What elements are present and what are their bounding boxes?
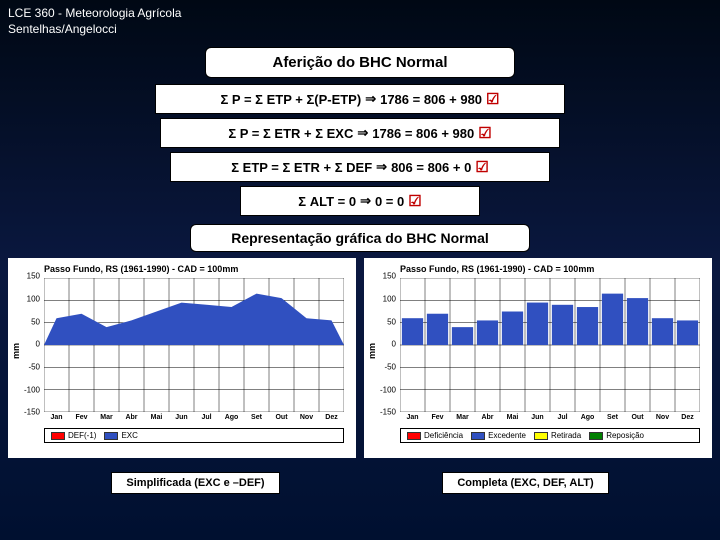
header-line2: Sentelhas/Angelocci bbox=[8, 22, 712, 38]
legend-swatch bbox=[51, 432, 65, 440]
formula-lhs: Σ P = Σ ETR + Σ EXC bbox=[228, 126, 353, 141]
formula-row-3: Σ ALT = 0 ⇒ 0 = 0 ☑ bbox=[240, 186, 480, 216]
legend-item: Retirada bbox=[534, 431, 581, 440]
header: LCE 360 - Meteorologia Agrícola Sentelha… bbox=[0, 0, 720, 43]
chart-left-area: mm-150-100-50050100150JanFevMarAbrMaiJun… bbox=[14, 276, 350, 426]
plot-area bbox=[44, 278, 344, 412]
formula-rhs: 806 = 806 + 0 bbox=[391, 160, 471, 175]
formula-rhs: 1786 = 806 + 980 bbox=[380, 92, 482, 107]
arrow-icon: ⇒ bbox=[376, 159, 387, 175]
bar-1 bbox=[427, 314, 448, 345]
legend-item: EXC bbox=[104, 431, 137, 440]
legend-swatch bbox=[104, 432, 118, 440]
formula-row-0: Σ P = Σ ETP + Σ(P-ETP) ⇒ 1786 = 806 + 98… bbox=[155, 84, 565, 114]
arrow-icon: ⇒ bbox=[360, 193, 371, 209]
plot-area bbox=[400, 278, 700, 412]
bar-0 bbox=[402, 318, 423, 345]
check-icon: ☑ bbox=[475, 158, 488, 176]
legend-swatch bbox=[407, 432, 421, 440]
subtitle: Representação gráfica do BHC Normal bbox=[190, 224, 530, 252]
bar-7 bbox=[577, 307, 598, 345]
chart-right-area: mm-150-100-50050100150JanFevMarAbrMaiJun… bbox=[370, 276, 706, 426]
y-ticks: -150-100-50050100150 bbox=[370, 276, 398, 412]
bar-4 bbox=[502, 312, 523, 346]
legend-swatch bbox=[534, 432, 548, 440]
bottom-label-right: Completa (EXC, DEF, ALT) bbox=[442, 472, 608, 494]
x-axis: JanFevMarAbrMaiJunJulAgoSetOutNovDez bbox=[44, 414, 344, 426]
chart-right-title: Passo Fundo, RS (1961-1990) - CAD = 100m… bbox=[370, 262, 706, 276]
check-icon: ☑ bbox=[478, 124, 491, 142]
bottom-labels: Simplificada (EXC e –DEF) Completa (EXC,… bbox=[0, 472, 720, 494]
formula-rhs: 0 = 0 bbox=[375, 194, 404, 209]
charts-row: Passo Fundo, RS (1961-1990) - CAD = 100m… bbox=[0, 258, 720, 458]
formula-row-2: Σ ETP = Σ ETR + Σ DEF ⇒ 806 = 806 + 0 ☑ bbox=[170, 152, 550, 182]
y-ticks: -150-100-50050100150 bbox=[14, 276, 42, 412]
legend-item: Excedente bbox=[471, 431, 526, 440]
header-line1: LCE 360 - Meteorologia Agrícola bbox=[8, 6, 712, 22]
legend-label: DEF(-1) bbox=[68, 431, 96, 440]
formula-rhs: 1786 = 806 + 980 bbox=[372, 126, 474, 141]
main-title: Aferição do BHC Normal bbox=[205, 47, 515, 78]
legend-label: Deficiência bbox=[424, 431, 463, 440]
arrow-icon: ⇒ bbox=[365, 91, 376, 107]
formula-row-1: Σ P = Σ ETR + Σ EXC ⇒ 1786 = 806 + 980 ☑ bbox=[160, 118, 560, 148]
bar-5 bbox=[527, 303, 548, 345]
legend-label: EXC bbox=[121, 431, 137, 440]
check-icon: ☑ bbox=[408, 192, 421, 210]
chart-right-legend: Deficiência Excedente Retirada Reposição bbox=[400, 428, 700, 443]
legend-swatch bbox=[471, 432, 485, 440]
chart-left-legend: DEF(-1) EXC bbox=[44, 428, 344, 443]
x-axis: JanFevMarAbrMaiJunJulAgoSetOutNovDez bbox=[400, 414, 700, 426]
bar-2 bbox=[452, 327, 473, 345]
bar-10 bbox=[652, 318, 673, 345]
formula-lhs: Σ ETP = Σ ETR + Σ DEF bbox=[231, 160, 372, 175]
legend-item: DEF(-1) bbox=[51, 431, 96, 440]
chart-left-title: Passo Fundo, RS (1961-1990) - CAD = 100m… bbox=[14, 262, 350, 276]
legend-label: Reposição bbox=[606, 431, 644, 440]
bar-9 bbox=[627, 298, 648, 345]
chart-left: Passo Fundo, RS (1961-1990) - CAD = 100m… bbox=[8, 258, 356, 458]
legend-swatch bbox=[589, 432, 603, 440]
legend-label: Retirada bbox=[551, 431, 581, 440]
bar-6 bbox=[552, 305, 573, 345]
bar-3 bbox=[477, 321, 498, 346]
formula-list: Σ P = Σ ETP + Σ(P-ETP) ⇒ 1786 = 806 + 98… bbox=[0, 84, 720, 216]
legend-label: Excedente bbox=[488, 431, 526, 440]
check-icon: ☑ bbox=[486, 90, 499, 108]
arrow-icon: ⇒ bbox=[357, 125, 368, 141]
bottom-label-left: Simplificada (EXC e –DEF) bbox=[111, 472, 279, 494]
formula-lhs: Σ P = Σ ETP + Σ(P-ETP) bbox=[221, 92, 362, 107]
bar-8 bbox=[602, 294, 623, 345]
legend-item: Reposição bbox=[589, 431, 644, 440]
bar-11 bbox=[677, 321, 698, 346]
formula-lhs: Σ ALT = 0 bbox=[298, 194, 356, 209]
chart-right: Passo Fundo, RS (1961-1990) - CAD = 100m… bbox=[364, 258, 712, 458]
legend-item: Deficiência bbox=[407, 431, 463, 440]
